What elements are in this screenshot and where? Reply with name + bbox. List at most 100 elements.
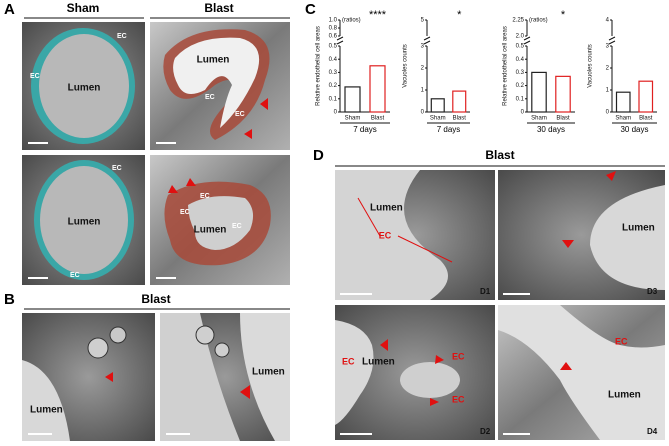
y-tick-label: 0.2	[516, 83, 525, 89]
lumen-label: Lumen	[197, 55, 230, 66]
ec-label: EC	[200, 193, 210, 200]
x-axis-label: 30 days	[537, 125, 565, 134]
y-tick-label: 0.1	[516, 96, 525, 102]
y-tick-label: 0.8	[329, 26, 338, 32]
micrograph	[498, 170, 665, 300]
unit-label: (ratios)	[529, 18, 548, 24]
image-id: D4	[647, 427, 658, 436]
axis-break	[423, 36, 431, 41]
significance: ****	[369, 9, 387, 21]
x-tick-label: Sham	[531, 116, 547, 122]
y-tick-label: 2.0	[516, 34, 525, 40]
y-tick-label: 0.3	[516, 70, 525, 76]
micrograph	[150, 155, 290, 285]
lumen-label: Lumen	[30, 405, 63, 416]
micrograph	[22, 22, 145, 150]
x-tick-label: Sham	[615, 116, 631, 122]
micrograph	[498, 305, 665, 440]
ec-label: EC	[615, 336, 628, 346]
y-tick-label: 0.4	[329, 57, 338, 63]
x-axis-label: 7 days	[353, 125, 377, 134]
micrograph	[160, 313, 290, 441]
x-axis-label: 7 days	[437, 125, 461, 134]
lumen-label: Lumen	[194, 225, 227, 236]
y-tick-label: 2	[421, 66, 425, 72]
y-axis-label: Vacuoles counts	[403, 44, 409, 88]
ec-label: EC	[205, 94, 215, 101]
micrograph	[150, 22, 290, 150]
micrograph	[22, 155, 145, 285]
x-tick-label: Sham	[430, 116, 446, 122]
micrograph	[335, 170, 495, 300]
bar	[369, 65, 386, 113]
micrograph	[335, 305, 495, 440]
panel-label: B	[4, 291, 15, 308]
unit-label: (ratios)	[342, 18, 361, 24]
y-tick-label: 0.4	[516, 57, 525, 63]
ec-label: EC	[70, 272, 80, 279]
ec-label: EC	[30, 73, 40, 80]
image-id: D1	[480, 287, 491, 296]
x-tick-label: Blast	[453, 116, 467, 122]
bar	[344, 86, 361, 113]
y-tick-label: 1	[421, 88, 425, 94]
axis-break	[523, 36, 531, 41]
image-id: D3	[647, 287, 658, 296]
ec-label: EC	[342, 356, 355, 366]
x-tick-label: Blast	[371, 116, 385, 122]
y-tick-label: 5	[421, 18, 425, 24]
lumen-label: Lumen	[608, 390, 641, 401]
y-tick-label: 3	[421, 44, 425, 50]
y-tick-label: 4	[606, 18, 610, 24]
y-tick-label: 0	[606, 110, 610, 116]
lumen-label: Lumen	[370, 203, 403, 214]
lumen-label: Lumen	[252, 367, 285, 378]
panel-label: A	[4, 1, 15, 18]
y-axis-label: Relative endothelial cell areas	[316, 26, 322, 106]
x-tick-label: Blast	[639, 116, 653, 122]
x-axis-label: 30 days	[620, 125, 648, 134]
y-tick-label: 0.3	[329, 70, 338, 76]
y-tick-label: 0	[421, 110, 425, 116]
ec-label: EC	[235, 111, 245, 118]
axis-break	[608, 36, 616, 41]
lumen-label: Lumen	[68, 83, 101, 94]
lumen-label: Lumen	[362, 357, 395, 368]
y-tick-label: 0	[521, 110, 525, 116]
panel-label: C	[305, 1, 316, 18]
ec-label: EC	[379, 230, 392, 240]
y-axis-label: Relative endothelial cell areas	[503, 26, 509, 106]
axis-break	[336, 36, 344, 41]
panel-title: Blast	[485, 148, 514, 162]
y-tick-label: 1	[606, 88, 610, 94]
axis-break	[608, 40, 616, 45]
bar	[555, 75, 571, 113]
axis-break	[423, 40, 431, 45]
ec-label: EC	[452, 394, 465, 404]
bar	[615, 91, 631, 113]
image-id: D2	[480, 427, 491, 436]
significance: *	[457, 9, 462, 21]
y-tick-label: 1.0	[329, 18, 338, 24]
micrograph	[22, 313, 155, 441]
y-tick-label: 2.25	[512, 18, 524, 24]
panel-label: D	[313, 147, 324, 164]
bar	[430, 98, 445, 113]
y-tick-label: 0.6	[329, 34, 338, 40]
ec-label: EC	[452, 351, 465, 361]
y-tick-label: 0.5	[329, 44, 338, 50]
significance: *	[561, 9, 566, 21]
x-tick-label: Blast	[556, 116, 570, 122]
ec-label: EC	[232, 223, 242, 230]
ec-label: EC	[117, 33, 127, 40]
panel-title: Blast	[141, 292, 170, 306]
x-tick-label: Sham	[345, 116, 361, 122]
lumen-label: Lumen	[68, 217, 101, 228]
y-tick-label: 0.5	[516, 44, 525, 50]
column-header: Blast	[204, 1, 233, 15]
y-axis-label: Vacuoles counts	[588, 44, 594, 88]
y-tick-label: 3	[606, 44, 610, 50]
bar	[638, 80, 654, 113]
y-tick-label: 0.1	[329, 96, 338, 102]
